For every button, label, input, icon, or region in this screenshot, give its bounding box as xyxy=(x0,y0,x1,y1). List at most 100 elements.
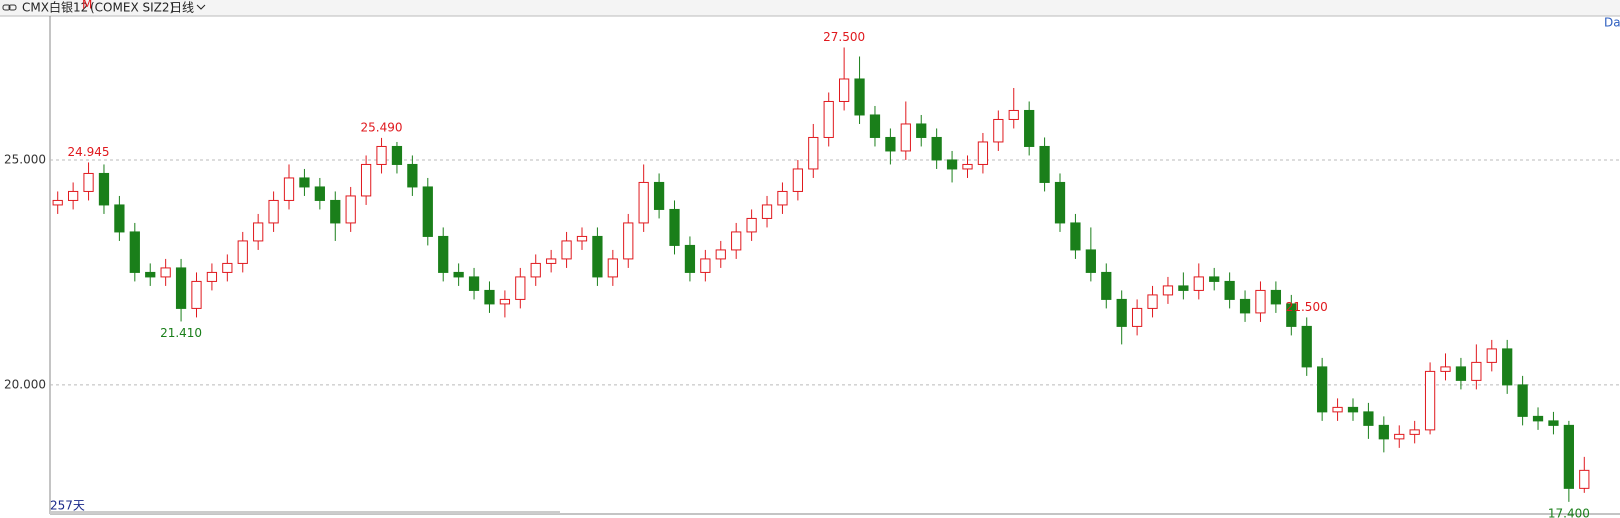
candle-body xyxy=(1579,469,1590,489)
candle-body xyxy=(576,235,588,242)
period-arrow[interactable] xyxy=(196,4,206,10)
candle-body xyxy=(283,177,295,201)
candle-body xyxy=(1378,424,1389,440)
candle-body xyxy=(1224,280,1235,300)
candle-body xyxy=(993,118,1004,143)
extreme-label: 21.500 xyxy=(1286,300,1328,314)
extreme-label: 27.500 xyxy=(823,30,865,44)
candle-body xyxy=(376,145,387,165)
candle-body xyxy=(854,78,865,116)
candle-body xyxy=(792,168,803,192)
candle-body xyxy=(1255,289,1266,314)
candle-body xyxy=(1209,276,1220,282)
candle-body xyxy=(1363,411,1374,426)
candle-body xyxy=(808,136,819,170)
candle-body xyxy=(1286,303,1297,327)
candle-body xyxy=(1054,181,1066,224)
candle-body xyxy=(1085,249,1096,273)
candle-body xyxy=(885,136,896,152)
candle-body xyxy=(1024,109,1035,147)
candle-body xyxy=(345,195,356,224)
candle-body xyxy=(592,235,603,278)
candle-body xyxy=(1101,271,1112,300)
candle-body xyxy=(222,262,233,273)
candle-body xyxy=(1070,222,1081,251)
candle-body xyxy=(1039,145,1050,183)
candle-body xyxy=(530,262,541,278)
candle-body xyxy=(1517,384,1528,417)
candle-body xyxy=(946,159,958,170)
candle-body xyxy=(175,267,187,309)
candle-body xyxy=(916,123,927,138)
candle-body xyxy=(1502,348,1513,386)
corner-label: Dal xyxy=(1604,16,1620,30)
candle-body xyxy=(761,204,773,219)
candle-body xyxy=(1301,325,1312,368)
candle-body xyxy=(931,136,942,161)
candle-body xyxy=(1239,298,1251,314)
candle-body xyxy=(638,181,649,224)
candle-body xyxy=(731,231,742,251)
candle-body xyxy=(623,222,634,260)
extreme-label: 25.490 xyxy=(361,120,403,134)
candle-body xyxy=(330,199,341,224)
candle-body xyxy=(114,204,125,233)
candle-body xyxy=(360,163,372,197)
symbol-code: (COMEX SIZ2) xyxy=(90,1,174,15)
candle-body xyxy=(900,123,911,152)
candle-body xyxy=(422,186,433,237)
candle-body xyxy=(68,190,79,201)
candle-body xyxy=(869,114,881,138)
candle-body xyxy=(1563,424,1574,489)
candle-body xyxy=(52,199,63,206)
candle-body xyxy=(1409,429,1420,435)
candle-body xyxy=(977,141,989,165)
extreme-label: 24.945 xyxy=(68,145,110,159)
candle-body xyxy=(746,217,757,233)
candle-body xyxy=(1162,285,1174,296)
candle-body xyxy=(515,276,526,300)
candle-body xyxy=(145,271,156,278)
candle-body xyxy=(129,231,140,273)
candle-body xyxy=(391,145,403,165)
candle-body xyxy=(1347,406,1359,413)
candle-body xyxy=(1455,366,1467,381)
candle-body xyxy=(1178,285,1189,291)
candle-body xyxy=(98,172,110,206)
candle-body xyxy=(83,172,94,192)
extreme-label: 17.400 xyxy=(1548,506,1590,518)
candle-body xyxy=(1424,370,1436,431)
candle-body xyxy=(1270,289,1282,305)
candle-body xyxy=(700,258,711,273)
candle-body xyxy=(237,240,248,264)
candle-body xyxy=(1548,420,1559,426)
candle-body xyxy=(777,190,788,206)
candle-body xyxy=(1532,415,1544,422)
candle-body xyxy=(653,181,665,210)
candle-body xyxy=(299,177,310,188)
y-tick-label: 20.000 xyxy=(4,377,46,391)
candle-body xyxy=(314,186,325,201)
toolbar xyxy=(0,0,1620,16)
candle-body xyxy=(715,249,726,260)
candle-body xyxy=(1147,294,1158,309)
candle-body xyxy=(561,240,572,260)
candle-body xyxy=(1440,366,1451,372)
period-selector[interactable]: 日线 xyxy=(170,1,194,15)
scrollbar[interactable] xyxy=(50,511,560,514)
candle-body xyxy=(484,289,495,305)
candle-body xyxy=(823,100,834,138)
candle-body xyxy=(1471,361,1482,381)
candle-body xyxy=(191,280,202,309)
candle-body xyxy=(268,199,279,224)
candle-body xyxy=(1486,348,1497,363)
candle-body xyxy=(253,222,264,242)
candle-body xyxy=(453,271,464,278)
candle-body xyxy=(839,78,850,102)
symbol: CMX白银12 xyxy=(22,0,88,15)
symbol-mark: M xyxy=(82,0,92,12)
candle-body xyxy=(1193,276,1204,291)
candle-body xyxy=(1394,433,1405,440)
